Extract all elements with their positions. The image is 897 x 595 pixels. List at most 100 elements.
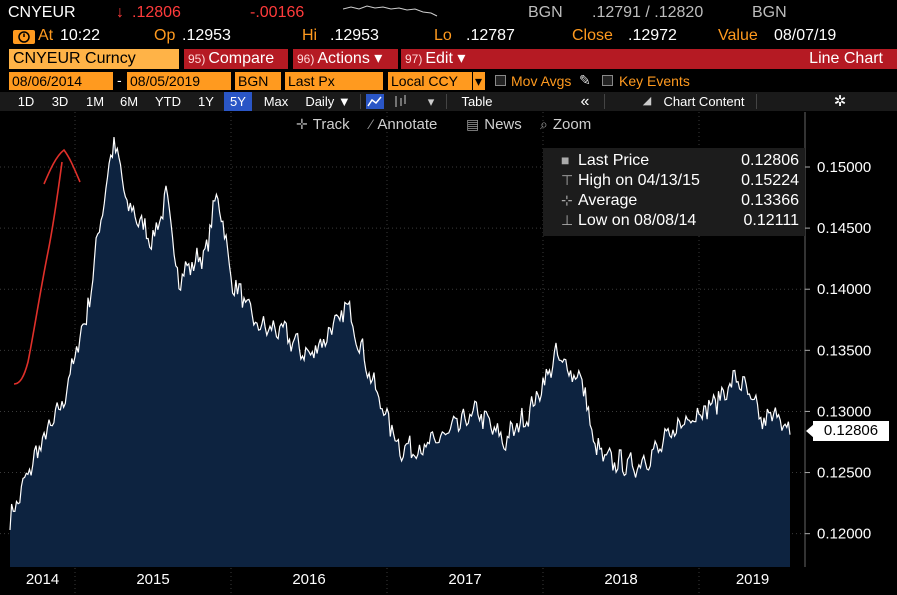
currency-selector[interactable]: Local CCY bbox=[388, 72, 472, 90]
track-tool[interactable]: ✛ Track bbox=[296, 116, 350, 133]
at-label: At bbox=[38, 27, 54, 44]
key-events-checkbox[interactable] bbox=[602, 75, 613, 86]
news-icon: ▤ bbox=[466, 116, 480, 132]
average-marker-icon: ⊹ bbox=[561, 192, 573, 208]
x-tick-label: 2017 bbox=[448, 571, 481, 588]
tools-bar: ✛ Track ⁄ Annotate ▤ News ⌕ Zoom bbox=[0, 113, 897, 137]
collapse-icon[interactable]: « bbox=[580, 93, 590, 110]
bar-chart-icon[interactable] bbox=[392, 94, 408, 109]
menu-bar-fill bbox=[460, 49, 897, 69]
legend-low[interactable]: ⊥ Low on 08/08/14 0.12111 bbox=[561, 212, 799, 229]
source-label: BGN bbox=[528, 4, 563, 21]
annotation-arrow bbox=[13, 148, 81, 385]
legend-average[interactable]: ⊹ Average 0.13366 bbox=[561, 192, 799, 209]
period-3d[interactable]: 3D bbox=[51, 94, 69, 109]
chart-type-dropdown-icon[interactable]: ▾ bbox=[427, 94, 435, 109]
high-value: .12953 bbox=[330, 27, 379, 44]
close-value: .12972 bbox=[628, 27, 677, 44]
sparkline-icon bbox=[343, 5, 438, 17]
last-price: .12806 bbox=[132, 4, 181, 21]
x-tick-label: 2015 bbox=[136, 571, 169, 588]
x-tick-label: 2018 bbox=[604, 571, 637, 588]
line-chart-icon[interactable] bbox=[366, 94, 384, 109]
period-ytd[interactable]: YTD bbox=[155, 94, 181, 109]
y-tick-label: 0.15000 bbox=[817, 159, 871, 176]
range-bar: 08/06/2014 - 08/05/2019 BGN Last Px Loca… bbox=[0, 71, 897, 91]
x-tick-label: 2019 bbox=[736, 571, 769, 588]
net-change: -.00166 bbox=[250, 4, 305, 21]
low-marker-icon: ⊥ bbox=[561, 212, 574, 228]
low-value: .12787 bbox=[466, 27, 515, 44]
price-area bbox=[10, 137, 790, 567]
divider-4 bbox=[756, 94, 757, 109]
end-date-field[interactable]: 08/05/2019 bbox=[127, 72, 231, 90]
field-selector[interactable]: Last Px bbox=[285, 72, 383, 90]
view-title: Line Chart bbox=[809, 50, 883, 67]
value-date-label: Value bbox=[718, 27, 758, 44]
mov-avgs-label: Mov Avgs bbox=[511, 73, 572, 89]
y-tick-label: 0.13500 bbox=[817, 342, 871, 359]
ticker-bar: CNYEUR ↓ .12806 -.00166 BGN .12791 / .12… bbox=[0, 0, 897, 26]
frequency-select[interactable]: Daily ▼ bbox=[305, 94, 351, 109]
divider bbox=[360, 94, 361, 109]
y-tick-label: 0.12500 bbox=[817, 465, 871, 482]
x-tick-label: 2014 bbox=[26, 571, 59, 588]
close-label: Close bbox=[572, 27, 613, 44]
y-tick-label: 0.14000 bbox=[817, 281, 871, 298]
divider-3 bbox=[604, 94, 605, 109]
zoom-tool[interactable]: ⌕ Zoom bbox=[540, 116, 592, 133]
ticker-symbol: CNYEUR bbox=[8, 4, 76, 21]
gear-icon[interactable]: ✲ bbox=[833, 93, 847, 110]
compare-button[interactable]: 95) Compare bbox=[184, 49, 288, 69]
period-5y[interactable]: 5Y bbox=[224, 92, 252, 111]
source-field[interactable]: BGN bbox=[235, 72, 281, 90]
y-axis: 0.12000 0.12500 0.13000 0.13500 0.14000 0.145… bbox=[805, 159, 871, 543]
start-date-field[interactable]: 08/06/2014 bbox=[9, 72, 113, 90]
annotate-icon: ⁄ bbox=[370, 116, 373, 132]
last-price-pointer bbox=[806, 424, 814, 438]
period-1m[interactable]: 1M bbox=[85, 94, 105, 109]
crosshair-icon: ✛ bbox=[296, 116, 308, 132]
chart-legend: ■ Last Price 0.12806 ⊤ High on 04/13/15 … bbox=[543, 148, 805, 236]
y-tick-label: 0.13000 bbox=[817, 403, 871, 420]
edit-button[interactable]: 97) Edit ▾ bbox=[400, 49, 470, 69]
open-value: .12953 bbox=[182, 27, 231, 44]
bid-ask: .12791 / .12820 bbox=[592, 4, 704, 21]
high-marker-icon: ⊤ bbox=[561, 172, 574, 188]
period-1y[interactable]: 1Y bbox=[198, 94, 214, 109]
mov-avgs-checkbox[interactable] bbox=[495, 75, 506, 86]
at-value: 10:22 bbox=[60, 27, 101, 44]
actions-button[interactable]: 96) Actions ▾ bbox=[292, 49, 398, 69]
price-line bbox=[9, 136, 791, 531]
pencil-icon[interactable]: ✎ bbox=[579, 72, 591, 88]
table-button[interactable]: Table bbox=[461, 94, 493, 109]
range-separator: - bbox=[117, 72, 122, 88]
source-label-2: BGN bbox=[752, 4, 787, 21]
x-axis: 2014 2015 2016 2017 2018 2019 bbox=[26, 571, 769, 588]
chart-content-button[interactable]: Chart Content bbox=[663, 94, 745, 109]
divider-2 bbox=[446, 94, 447, 109]
key-events-label: Key Events bbox=[619, 73, 690, 89]
security-field[interactable]: CNYEUR Curncy bbox=[9, 49, 179, 69]
dropdown-triangle-icon[interactable]: ◢ bbox=[642, 95, 652, 107]
low-label: Lo bbox=[434, 27, 452, 44]
legend-high[interactable]: ⊤ High on 04/13/15 0.15224 bbox=[561, 172, 799, 189]
high-label: Hi bbox=[302, 27, 318, 44]
legend-last-price[interactable]: ■ Last Price 0.12806 bbox=[561, 152, 799, 169]
currency-dropdown-icon[interactable]: ▾ bbox=[473, 72, 485, 90]
period-1d[interactable]: 1D bbox=[17, 94, 35, 109]
magnifier-icon: ⌕ bbox=[540, 116, 548, 132]
square-icon: ■ bbox=[561, 152, 570, 168]
open-label: Op bbox=[154, 27, 176, 44]
period-max[interactable]: Max bbox=[263, 94, 289, 109]
y-tick-label: 0.14500 bbox=[817, 220, 871, 237]
x-tick-label: 2016 bbox=[292, 571, 325, 588]
menu-bar: CNYEUR Curncy 95) Compare 96) Actions ▾ 97… bbox=[0, 48, 897, 70]
stats-bar: At 10:22 Op .12953 Hi .12953 Lo .12787 C… bbox=[0, 26, 897, 48]
annotate-tool[interactable]: ⁄ Annotate bbox=[370, 116, 438, 133]
period-bar: 1D 3D 1M 6M YTD 1Y 5Y Max Daily ▼ ▾ Tabl… bbox=[0, 92, 897, 111]
news-tool[interactable]: ▤ News bbox=[466, 116, 522, 133]
period-6m[interactable]: 6M bbox=[119, 94, 139, 109]
last-price-marker: 0.12806 bbox=[813, 421, 889, 441]
value-date: 08/07/19 bbox=[774, 27, 837, 44]
